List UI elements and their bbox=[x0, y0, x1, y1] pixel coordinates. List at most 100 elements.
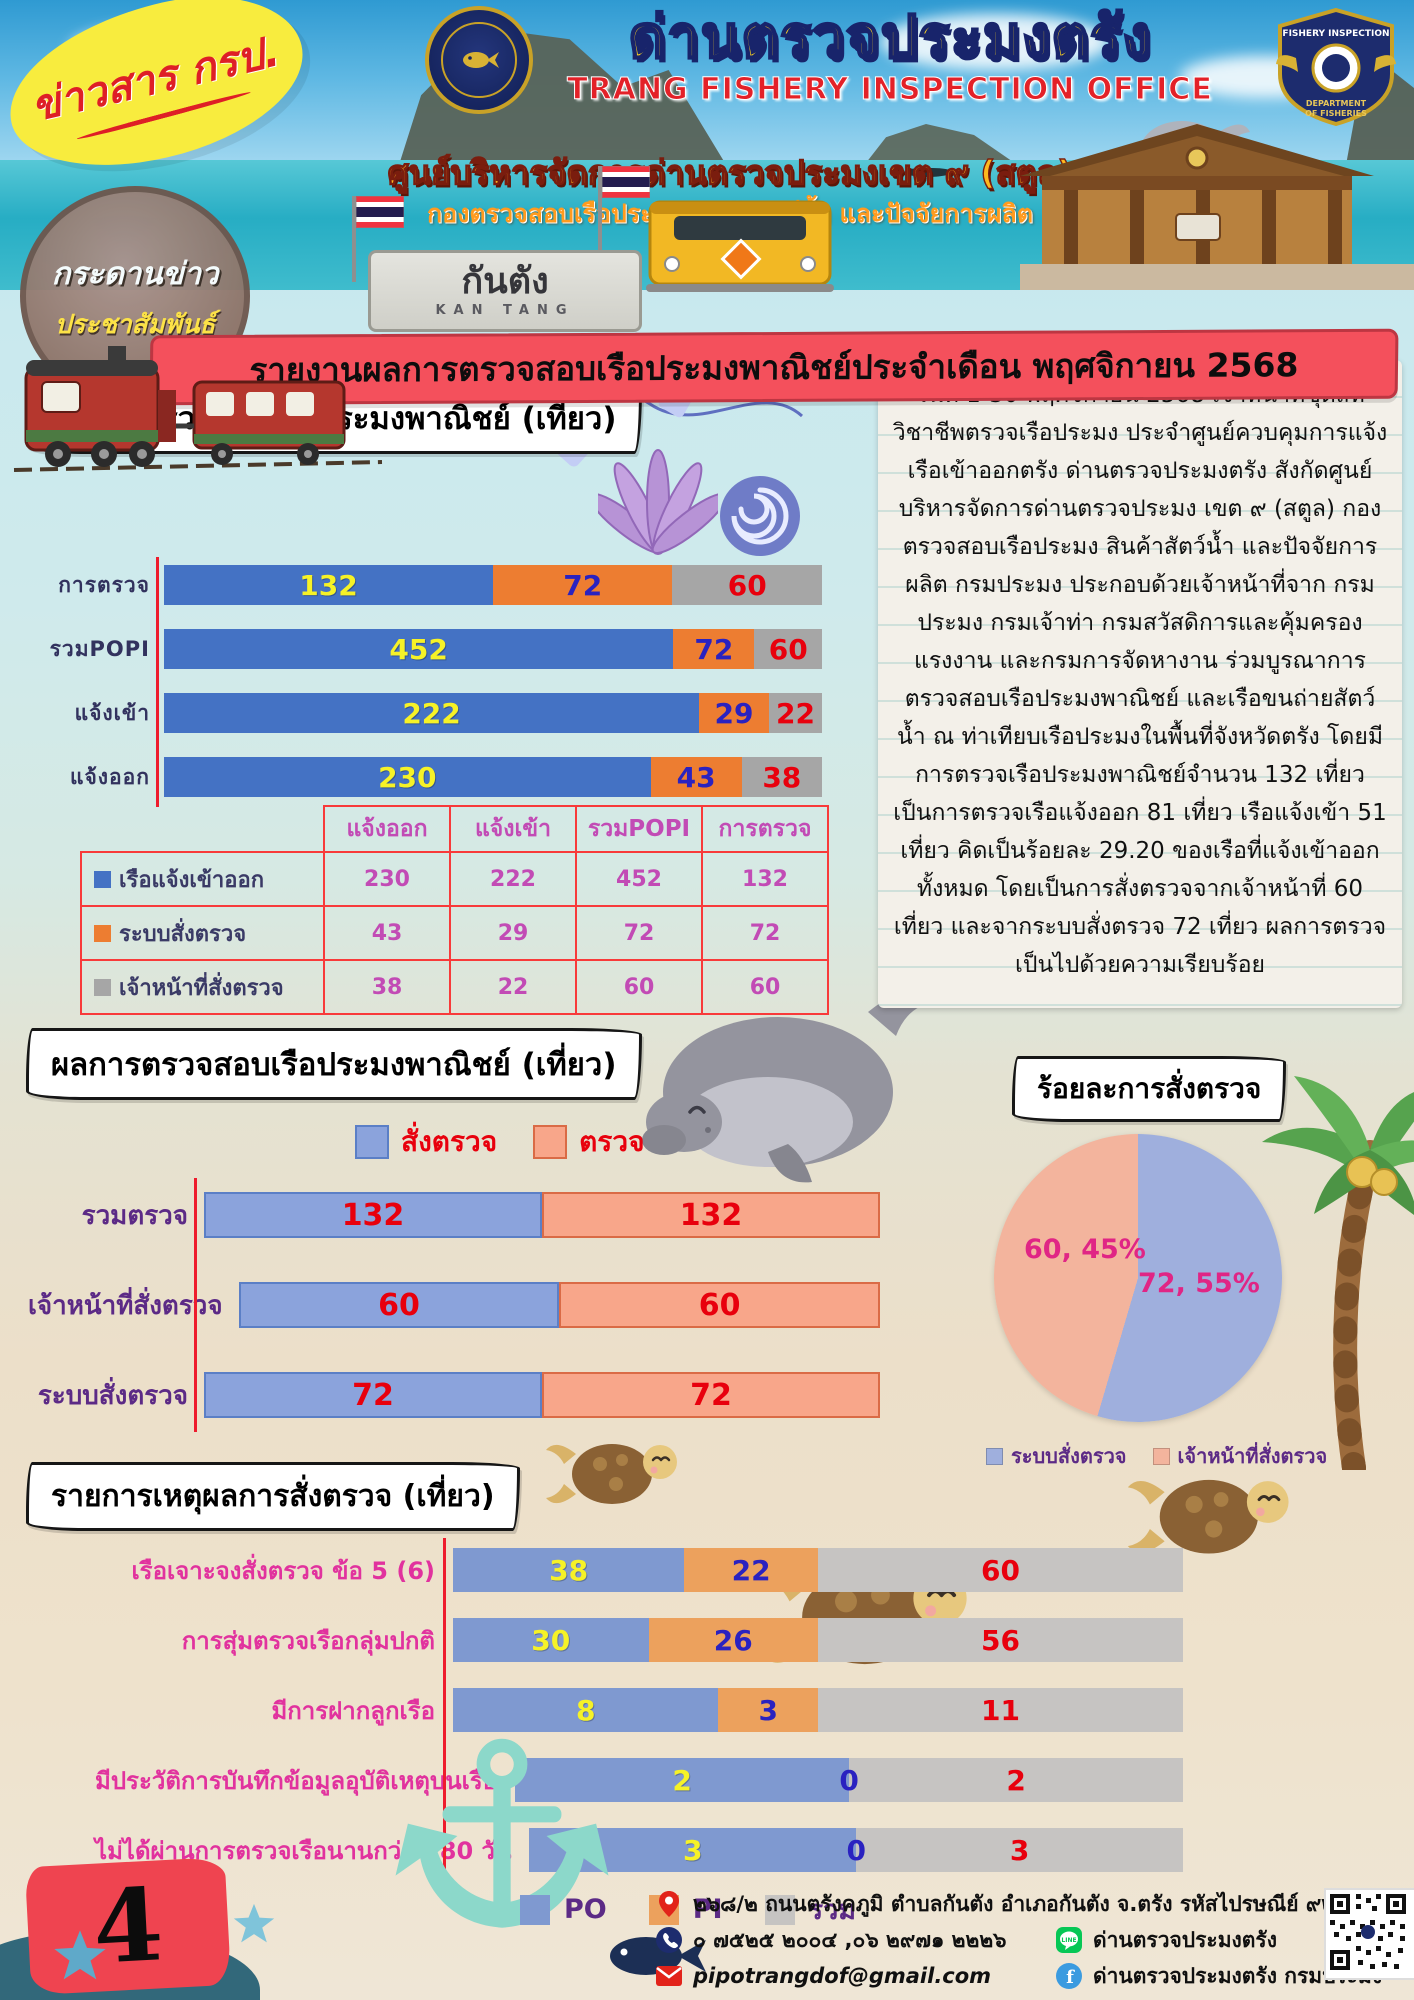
chart1-row: แจ้งออก 230 43 38 bbox=[30, 757, 823, 797]
legend-item: PO bbox=[520, 1894, 607, 1925]
palm-tree-decor bbox=[1262, 1076, 1414, 1470]
chart3-category-label: การสุ่มตรวจเรือกลุ่มปกติ bbox=[181, 1626, 435, 1655]
fishery-inspection-badge-icon: FISHERY INSPECTION DEPARTMENT OF FISHERI… bbox=[1268, 6, 1404, 128]
section3-title-box: รายการเหตุผลการสั่งตรวจ (เที่ยว) bbox=[26, 1462, 520, 1531]
kantang-station-building bbox=[1020, 124, 1414, 290]
line-row: LINE ด่านตรวจประมงตรัง bbox=[1055, 1922, 1382, 1958]
contact-address-row: ๒๖๘/๒ ถนนตรังคภูมิ ตำบลกันตัง อำเภอกันตั… bbox=[655, 1886, 1375, 1922]
contact-block: ๒๖๘/๒ ถนนตรังคภูมิ ตำบลกันตัง อำเภอกันตั… bbox=[655, 1886, 1375, 1994]
table-cell: 43 bbox=[323, 905, 451, 961]
chart2-row: รวมตรวจ 132 132 bbox=[28, 1192, 880, 1238]
table-header: รวมPOPI bbox=[575, 805, 703, 853]
bar-segment-salmon: 72 bbox=[542, 1372, 880, 1418]
table-header: การตรวจ bbox=[701, 805, 829, 853]
table-cell: 29 bbox=[449, 905, 577, 961]
chart3-row: มีประวัติการบันทึกข้อมูลอุบัติเหตุบนเรือ… bbox=[95, 1758, 1183, 1802]
legend-square-total bbox=[764, 1894, 795, 1925]
table-header: แจ้งเข้า bbox=[449, 805, 577, 853]
flagpole bbox=[352, 196, 356, 282]
chart2-category-label: เจ้าหน้าที่สั่งตรวจ bbox=[28, 1290, 223, 1321]
turtle-decor bbox=[546, 1444, 677, 1504]
chart3-category-label: เรือเจาะจงสั่งตรวจ ข้อ 5 (6) bbox=[131, 1556, 435, 1585]
pie-chart bbox=[994, 1134, 1282, 1422]
chart3-inspection-reasons: เรือเจาะจงสั่งตรวจ ข้อ 5 (6) 38 22 60 กา… bbox=[95, 1538, 1183, 1898]
bar-segment-blue: 132 bbox=[164, 565, 493, 605]
report-paragraph: วันที่ 1-30 พฤศจิกายน 2568 เจ้าหน้าที่ชุ… bbox=[892, 382, 1388, 978]
chart1-category-label: การตรวจ bbox=[58, 572, 150, 597]
legend-label: PI bbox=[692, 1894, 723, 1925]
table-corner-cell bbox=[81, 806, 324, 852]
social-block: LINE ด่านตรวจประมงตรัง f ด่านตรวจประมงตร… bbox=[1055, 1922, 1382, 1994]
pie-title-box: ร้อยละการสั่งตรวจ bbox=[1012, 1056, 1287, 1122]
legend-item: ระบบสั่งตรวจ bbox=[986, 1440, 1127, 1472]
chart2-axis bbox=[194, 1178, 197, 1432]
phone-text: ๐ ๗๕๒๕ ๒๐๐๔ ,๐๖ ๒๙๗๑ ๒๒๒๖ bbox=[693, 1927, 1007, 1952]
pie-slice-label-blue: 72, 55% bbox=[1138, 1268, 1260, 1299]
anchor-decor-icon bbox=[395, 1738, 609, 1928]
table-header: แจ้งออก bbox=[323, 805, 451, 853]
bar-segment-total: 11 bbox=[818, 1688, 1183, 1732]
fish-glyph-icon bbox=[463, 52, 499, 68]
chart1-row: การตรวจ 132 72 60 bbox=[30, 565, 822, 605]
line-icon: LINE bbox=[1055, 1926, 1083, 1954]
table-cell: 60 bbox=[701, 959, 829, 1015]
report-banner-title: รายงานผลการตรวจสอบเรือประมงพาณิชย์ประจำเ… bbox=[249, 344, 1299, 390]
bar-segment-blue: 222 bbox=[164, 693, 700, 733]
table-cell: 452 bbox=[575, 851, 703, 907]
legend-label: เจ้าหน้าที่สั่งตรวจ bbox=[1177, 1444, 1328, 1468]
pie-title: ร้อยละการสั่งตรวจ bbox=[1037, 1072, 1262, 1105]
bar-segment-po: 30 bbox=[453, 1618, 649, 1662]
bar-segment-total: 60 bbox=[818, 1548, 1183, 1592]
legend-item: เจ้าหน้าที่สั่งตรวจ bbox=[1152, 1440, 1328, 1472]
chart3-axis bbox=[443, 1538, 446, 1882]
yellow-train bbox=[646, 200, 834, 292]
email-icon bbox=[655, 1962, 683, 1990]
address-text: ๒๖๘/๒ ถนนตรังคภูมิ ตำบลกันตัง อำเภอกันตั… bbox=[693, 1891, 1375, 1916]
table-cell: 222 bbox=[449, 851, 577, 907]
legend-item: รวม bbox=[764, 1888, 857, 1931]
legend-square-salmon bbox=[533, 1125, 568, 1159]
thai-flag-icon bbox=[356, 196, 404, 228]
chart3-row: การสุ่มตรวจเรือกลุ่มปกติ 30 26 56 bbox=[95, 1618, 1183, 1662]
cartoon-train bbox=[13, 346, 383, 472]
chart2-legend: สั่งตรวจ ตรวจ bbox=[355, 1120, 644, 1164]
thai-flag-icon bbox=[602, 166, 650, 198]
bar-segment-salmon: 132 bbox=[542, 1192, 880, 1238]
bar-segment-orange: 72 bbox=[673, 629, 755, 669]
legend-item: สั่งตรวจ bbox=[355, 1120, 497, 1164]
table-cell: 230 bbox=[323, 851, 451, 907]
bar-segment-blue: 72 bbox=[204, 1372, 542, 1418]
bar-segment-gray: 60 bbox=[672, 565, 822, 605]
facebook-icon: f bbox=[1055, 1962, 1083, 1990]
bar-segment-total: 56 bbox=[818, 1618, 1183, 1662]
legend-label: รวม bbox=[808, 1895, 857, 1926]
chart2-ordered-vs-inspected: รวมตรวจ 132 132 เจ้าหน้าที่สั่งตรวจ 60 6… bbox=[28, 1178, 880, 1462]
sign-english: KAN TANG bbox=[435, 303, 575, 318]
chart1-inspection-results: การตรวจ 132 72 60 รวมPOPI 452 72 60 แจ้ง… bbox=[30, 557, 823, 821]
table-header-row: แจ้งออก แจ้งเข้า รวมPOPI การตรวจ bbox=[81, 805, 829, 853]
bar-segment-total: 3 bbox=[856, 1828, 1183, 1872]
chart3-category-label: มีการฝากลูกเรือ bbox=[271, 1696, 435, 1725]
chart2-row: ระบบสั่งตรวจ 72 72 bbox=[28, 1372, 880, 1418]
bar-segment-pi: 22 bbox=[684, 1548, 818, 1592]
chart1-data-table: แจ้งออก แจ้งเข้า รวมPOPI การตรวจ เรือแจ้… bbox=[80, 805, 829, 1015]
chart3-row: เรือเจาะจงสั่งตรวจ ข้อ 5 (6) 38 22 60 bbox=[95, 1548, 1183, 1592]
starfish-decor bbox=[233, 1903, 275, 1943]
bar-segment-po: 8 bbox=[453, 1688, 719, 1732]
bar-segment-orange: 43 bbox=[650, 757, 742, 797]
table-row-label: ระบบสั่งตรวจ bbox=[119, 921, 247, 947]
svg-text:FISHERY INSPECTION: FISHERY INSPECTION bbox=[1282, 29, 1389, 39]
location-pin-icon bbox=[655, 1890, 683, 1918]
chart2-category-label: รวมตรวจ bbox=[81, 1200, 188, 1231]
bar-segment-blue: 452 bbox=[164, 629, 674, 669]
section2-title: ผลการตรวจสอบเรือประมงพาณิชย์ (เที่ยว) bbox=[51, 1047, 617, 1083]
bar-segment-orange: 29 bbox=[699, 693, 769, 733]
table-cell: 38 bbox=[323, 959, 451, 1015]
bar-segment-blue: 132 bbox=[204, 1192, 542, 1238]
svg-text:OF FISHERIES: OF FISHERIES bbox=[1305, 109, 1367, 118]
bar-segment-gray: 22 bbox=[768, 693, 822, 733]
table-row-label: เจ้าหน้าที่สั่งตรวจ bbox=[119, 975, 284, 1001]
chart2-row: เจ้าหน้าที่สั่งตรวจ 60 60 bbox=[28, 1282, 880, 1328]
phone-icon bbox=[655, 1926, 683, 1954]
